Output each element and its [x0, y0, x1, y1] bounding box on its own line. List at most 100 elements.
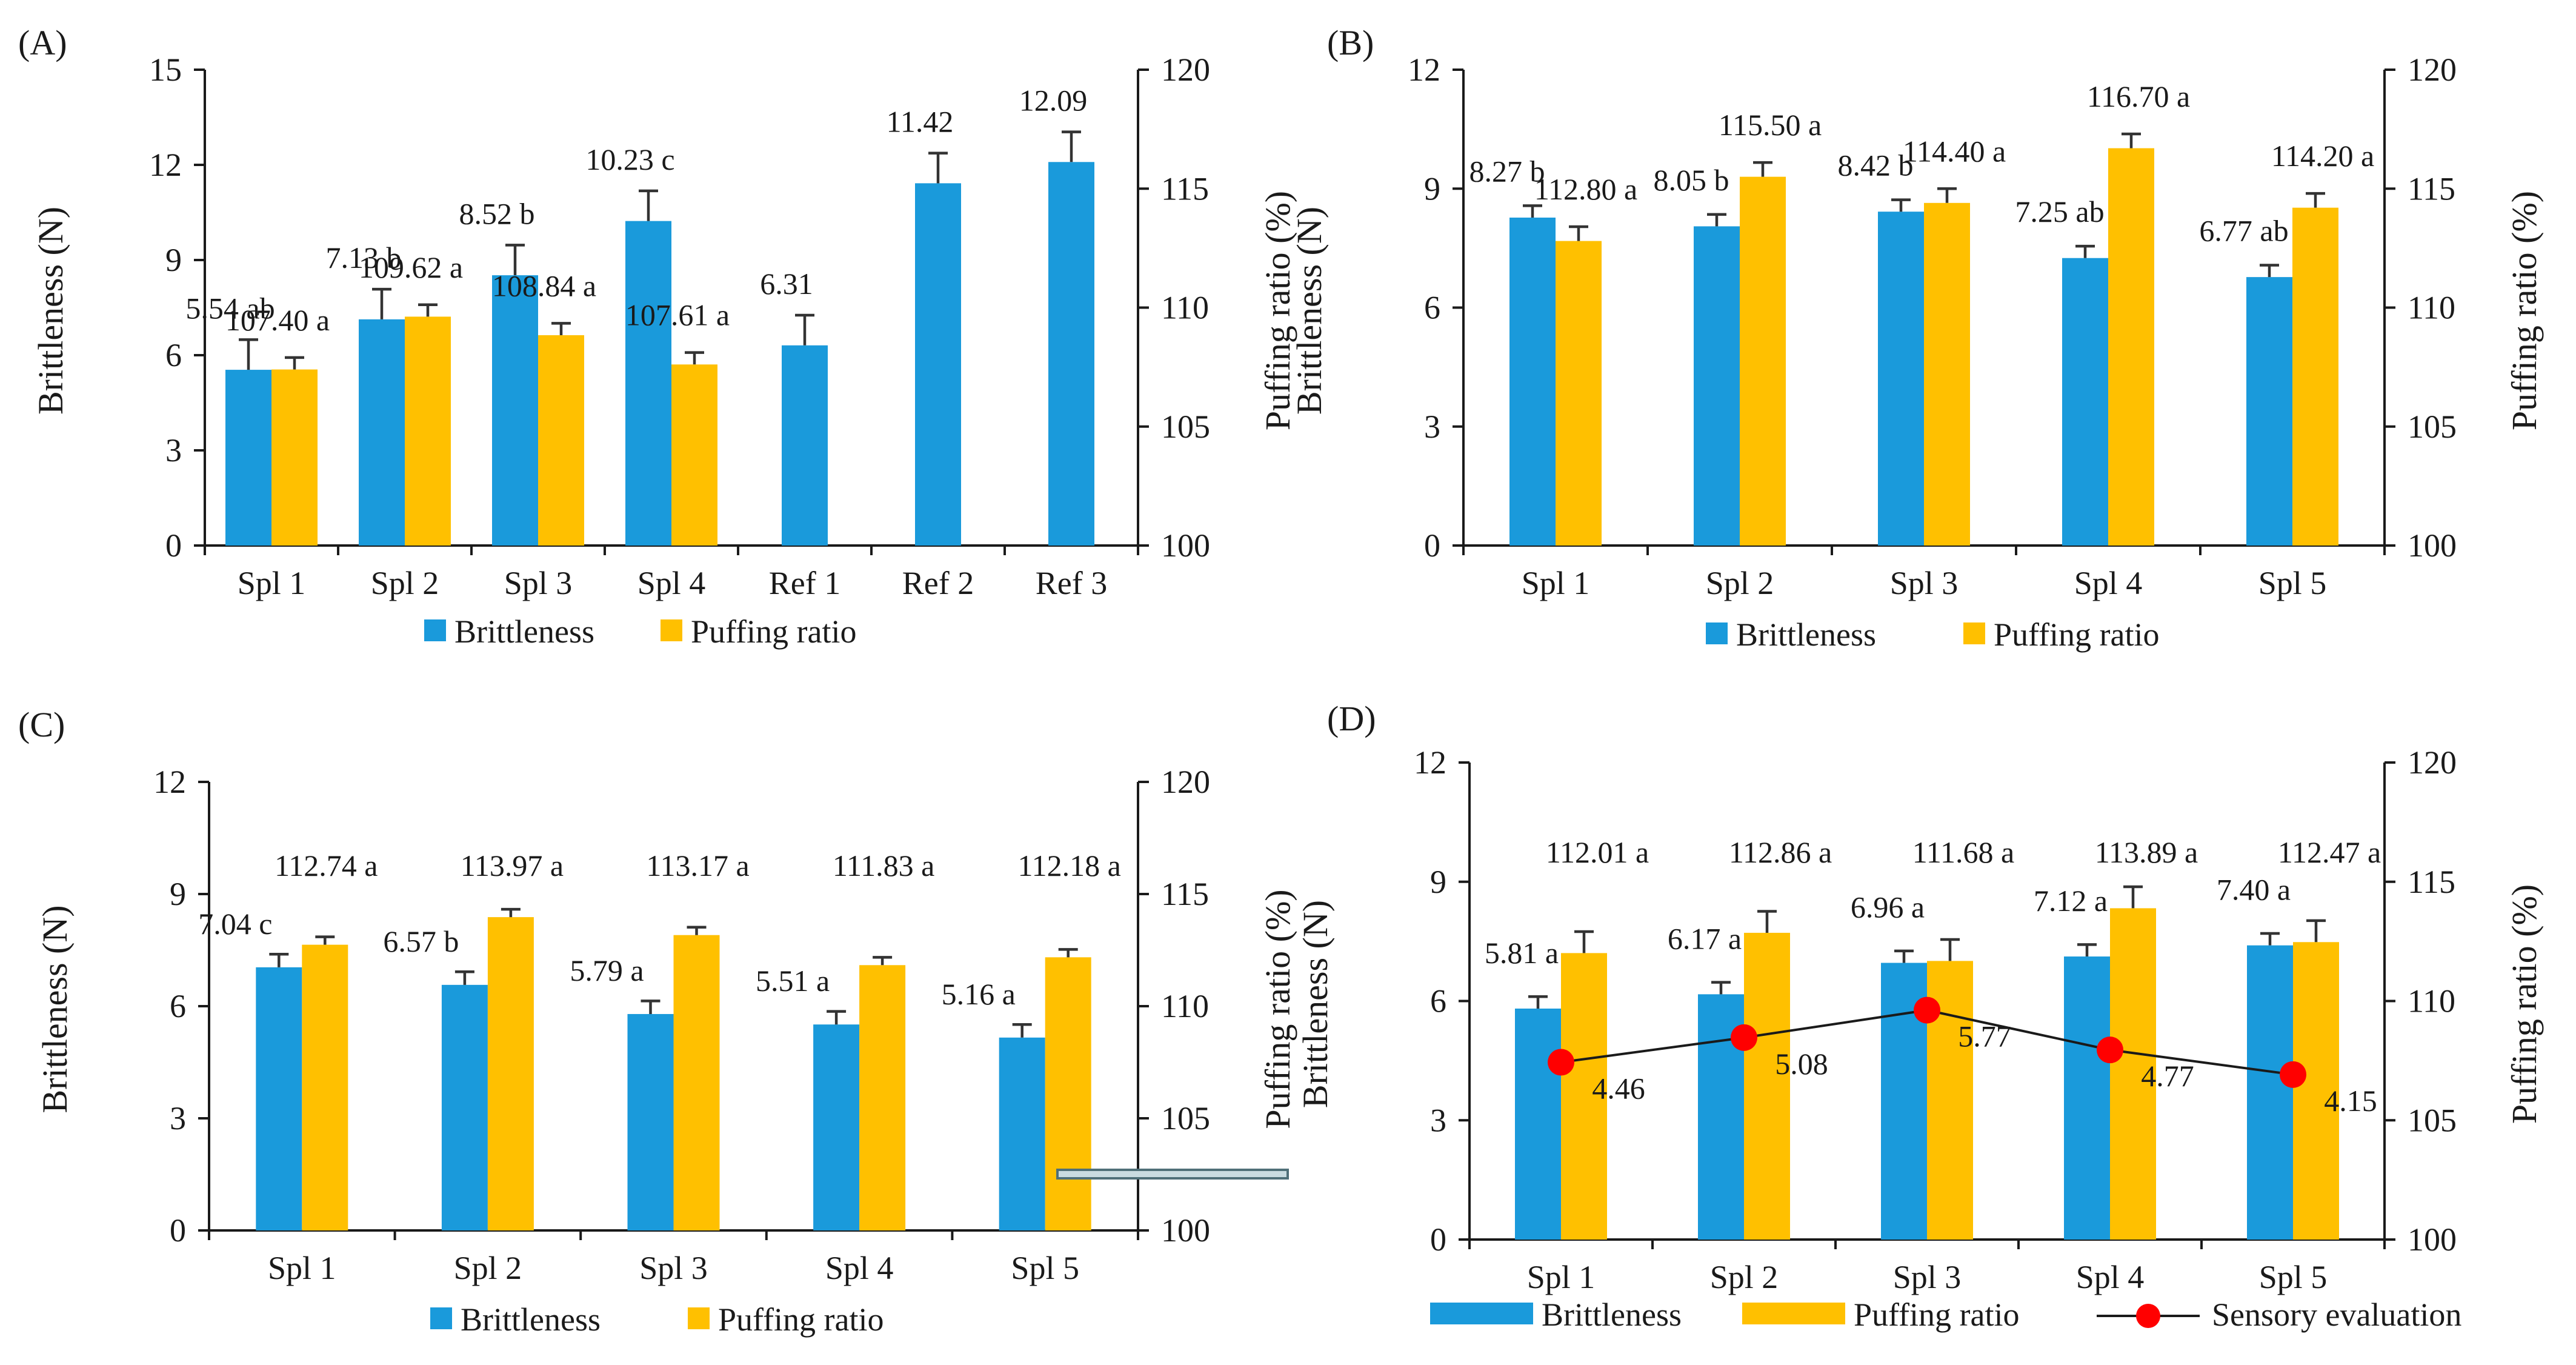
- error-bar-puffing-ratio: [1753, 161, 1772, 177]
- y-tick-label: 3: [165, 432, 182, 469]
- sensory-point: [1731, 1024, 1757, 1051]
- bar-brittleness: [492, 275, 538, 546]
- bar-puffing-ratio: [1561, 953, 1607, 1240]
- data-label-brittleness: 8.27 b: [1469, 154, 1545, 188]
- error-bar-puffing-ratio: [2306, 919, 2326, 943]
- y-tick-label: 0: [1430, 1221, 1446, 1258]
- data-label-brittleness: 5.81 a: [1485, 936, 1559, 970]
- legend-label: Puffing ratio: [718, 1301, 884, 1338]
- data-label-brittleness: 10.23 c: [585, 142, 674, 176]
- bar-puffing-ratio: [1556, 241, 1602, 546]
- error-bar-brittleness: [795, 313, 814, 345]
- data-label-puffing-ratio: 112.74 a: [275, 849, 378, 883]
- legend-swatch: [688, 1307, 710, 1329]
- error-bar-puffing-ratio: [1940, 938, 1960, 961]
- data-label-puffing-ratio: 112.18 a: [1018, 849, 1121, 883]
- legend-label: Puffing ratio: [691, 613, 856, 650]
- x-tick-label: Spl 2: [454, 1250, 522, 1286]
- data-label-puffing-ratio: 112.80 a: [1534, 172, 1637, 206]
- error-bar-brittleness: [505, 244, 525, 276]
- legend-swatch: [1742, 1303, 1845, 1324]
- legend-swatch: [1963, 622, 1985, 644]
- y2-axis-title: Puffing ratio (%): [1258, 889, 1297, 1129]
- legend-label: Puffing ratio: [1994, 616, 2159, 653]
- y-tick-label: 6: [170, 988, 186, 1024]
- y2-tick-label: 100: [2408, 1221, 2457, 1258]
- error-bar-brittleness: [2077, 943, 2097, 957]
- bar-brittleness: [441, 984, 488, 1230]
- y2-tick-label: 100: [2408, 527, 2457, 564]
- data-label-brittleness: 5.79 a: [570, 953, 644, 987]
- bar-puffing-ratio: [671, 364, 717, 546]
- data-label-brittleness: 7.12 a: [2034, 884, 2108, 918]
- data-label-brittleness: 6.31: [760, 267, 813, 301]
- bar-puffing-ratio: [1740, 176, 1786, 546]
- bar-brittleness: [627, 1013, 674, 1230]
- error-bar-puffing-ratio: [1757, 910, 1777, 933]
- y2-tick-label: 110: [2408, 983, 2455, 1020]
- data-label-brittleness: 6.57 b: [383, 924, 459, 958]
- x-tick-label: Spl 3: [1890, 565, 1959, 601]
- data-label-puffing-ratio: 112.01 a: [1546, 835, 1649, 869]
- x-tick-label: Spl 4: [825, 1250, 894, 1286]
- y2-tick-label: 115: [2408, 864, 2455, 900]
- data-label-puffing-ratio: 112.86 a: [1729, 835, 1832, 869]
- y-tick-label: 9: [165, 242, 182, 278]
- error-bar-brittleness: [269, 953, 289, 967]
- data-label-brittleness: 5.54 ab: [185, 291, 275, 325]
- sensory-point: [2097, 1036, 2123, 1064]
- data-label-puffing-ratio: 115.50 a: [1719, 108, 1822, 142]
- bar-brittleness: [1694, 226, 1740, 546]
- y2-tick-label: 100: [1161, 1212, 1210, 1249]
- y-tick-label: 0: [165, 527, 182, 564]
- data-label-brittleness: 12.09: [1019, 84, 1088, 118]
- bar-puffing-ratio: [2292, 207, 2338, 546]
- panel-label: (A): [18, 23, 67, 62]
- data-label-puffing-ratio: 113.17 a: [646, 849, 749, 883]
- legend-swatch: [424, 619, 446, 641]
- error-bar-puffing-ratio: [1569, 225, 1588, 241]
- bar-brittleness: [625, 221, 671, 546]
- data-label-sensory: 5.77: [1958, 1020, 2011, 1053]
- x-tick-label: Ref 1: [769, 565, 840, 601]
- error-bar-puffing-ratio: [2306, 192, 2325, 208]
- bar-puffing-ratio: [859, 965, 906, 1230]
- x-tick-label: Spl 2: [1706, 565, 1774, 601]
- bar-brittleness: [999, 1037, 1045, 1230]
- legend-swatch: [1706, 622, 1728, 644]
- y-axis-title: Brittleness (N): [1290, 207, 1329, 415]
- error-bar-brittleness: [1894, 949, 1914, 963]
- error-bar-brittleness: [239, 338, 258, 370]
- y-tick-label: 3: [1430, 1102, 1446, 1138]
- x-tick-label: Spl 4: [2076, 1259, 2145, 1295]
- y-tick-label: 9: [1424, 170, 1440, 207]
- bar-brittleness: [225, 370, 271, 546]
- x-tick-label: Spl 3: [639, 1250, 708, 1286]
- data-label-puffing-ratio: 116.70 a: [2087, 79, 2190, 113]
- data-label-brittleness: 11.42: [887, 105, 954, 139]
- x-tick-label: Spl 2: [1710, 1259, 1779, 1295]
- y-tick-label: 6: [165, 337, 182, 373]
- panel-label: (B): [1327, 23, 1374, 62]
- error-bar-puffing-ratio: [418, 303, 438, 317]
- y-tick-label: 12: [1408, 52, 1440, 88]
- error-bar-brittleness: [641, 1000, 661, 1014]
- bar-brittleness: [1515, 1008, 1561, 1240]
- bar-puffing-ratio: [538, 335, 584, 546]
- y-tick-label: 15: [149, 52, 182, 88]
- data-label-brittleness: 7.40 a: [2217, 873, 2291, 907]
- bar-puffing-ratio: [673, 935, 720, 1230]
- legend-label: Brittleness: [1736, 616, 1876, 653]
- error-bar-brittleness: [2260, 264, 2279, 278]
- y2-tick-label: 105: [1161, 1100, 1210, 1136]
- panel-c: (C) 0 3 6 9 12 100 105 110 115 120 Brittleness (N) P…: [18, 705, 1297, 1338]
- bar-brittleness: [359, 319, 405, 546]
- bar-brittleness: [2064, 956, 2110, 1240]
- legend-swatch: [1430, 1303, 1533, 1324]
- data-label-puffing-ratio: 112.47 a: [2278, 835, 2381, 869]
- legend-label: Puffing ratio: [1854, 1297, 2019, 1333]
- y2-tick-label: 110: [2408, 290, 2455, 326]
- panel-label: (C): [18, 705, 65, 744]
- data-label-puffing-ratio: 111.83 a: [833, 849, 934, 883]
- error-bar-brittleness: [1523, 204, 1542, 218]
